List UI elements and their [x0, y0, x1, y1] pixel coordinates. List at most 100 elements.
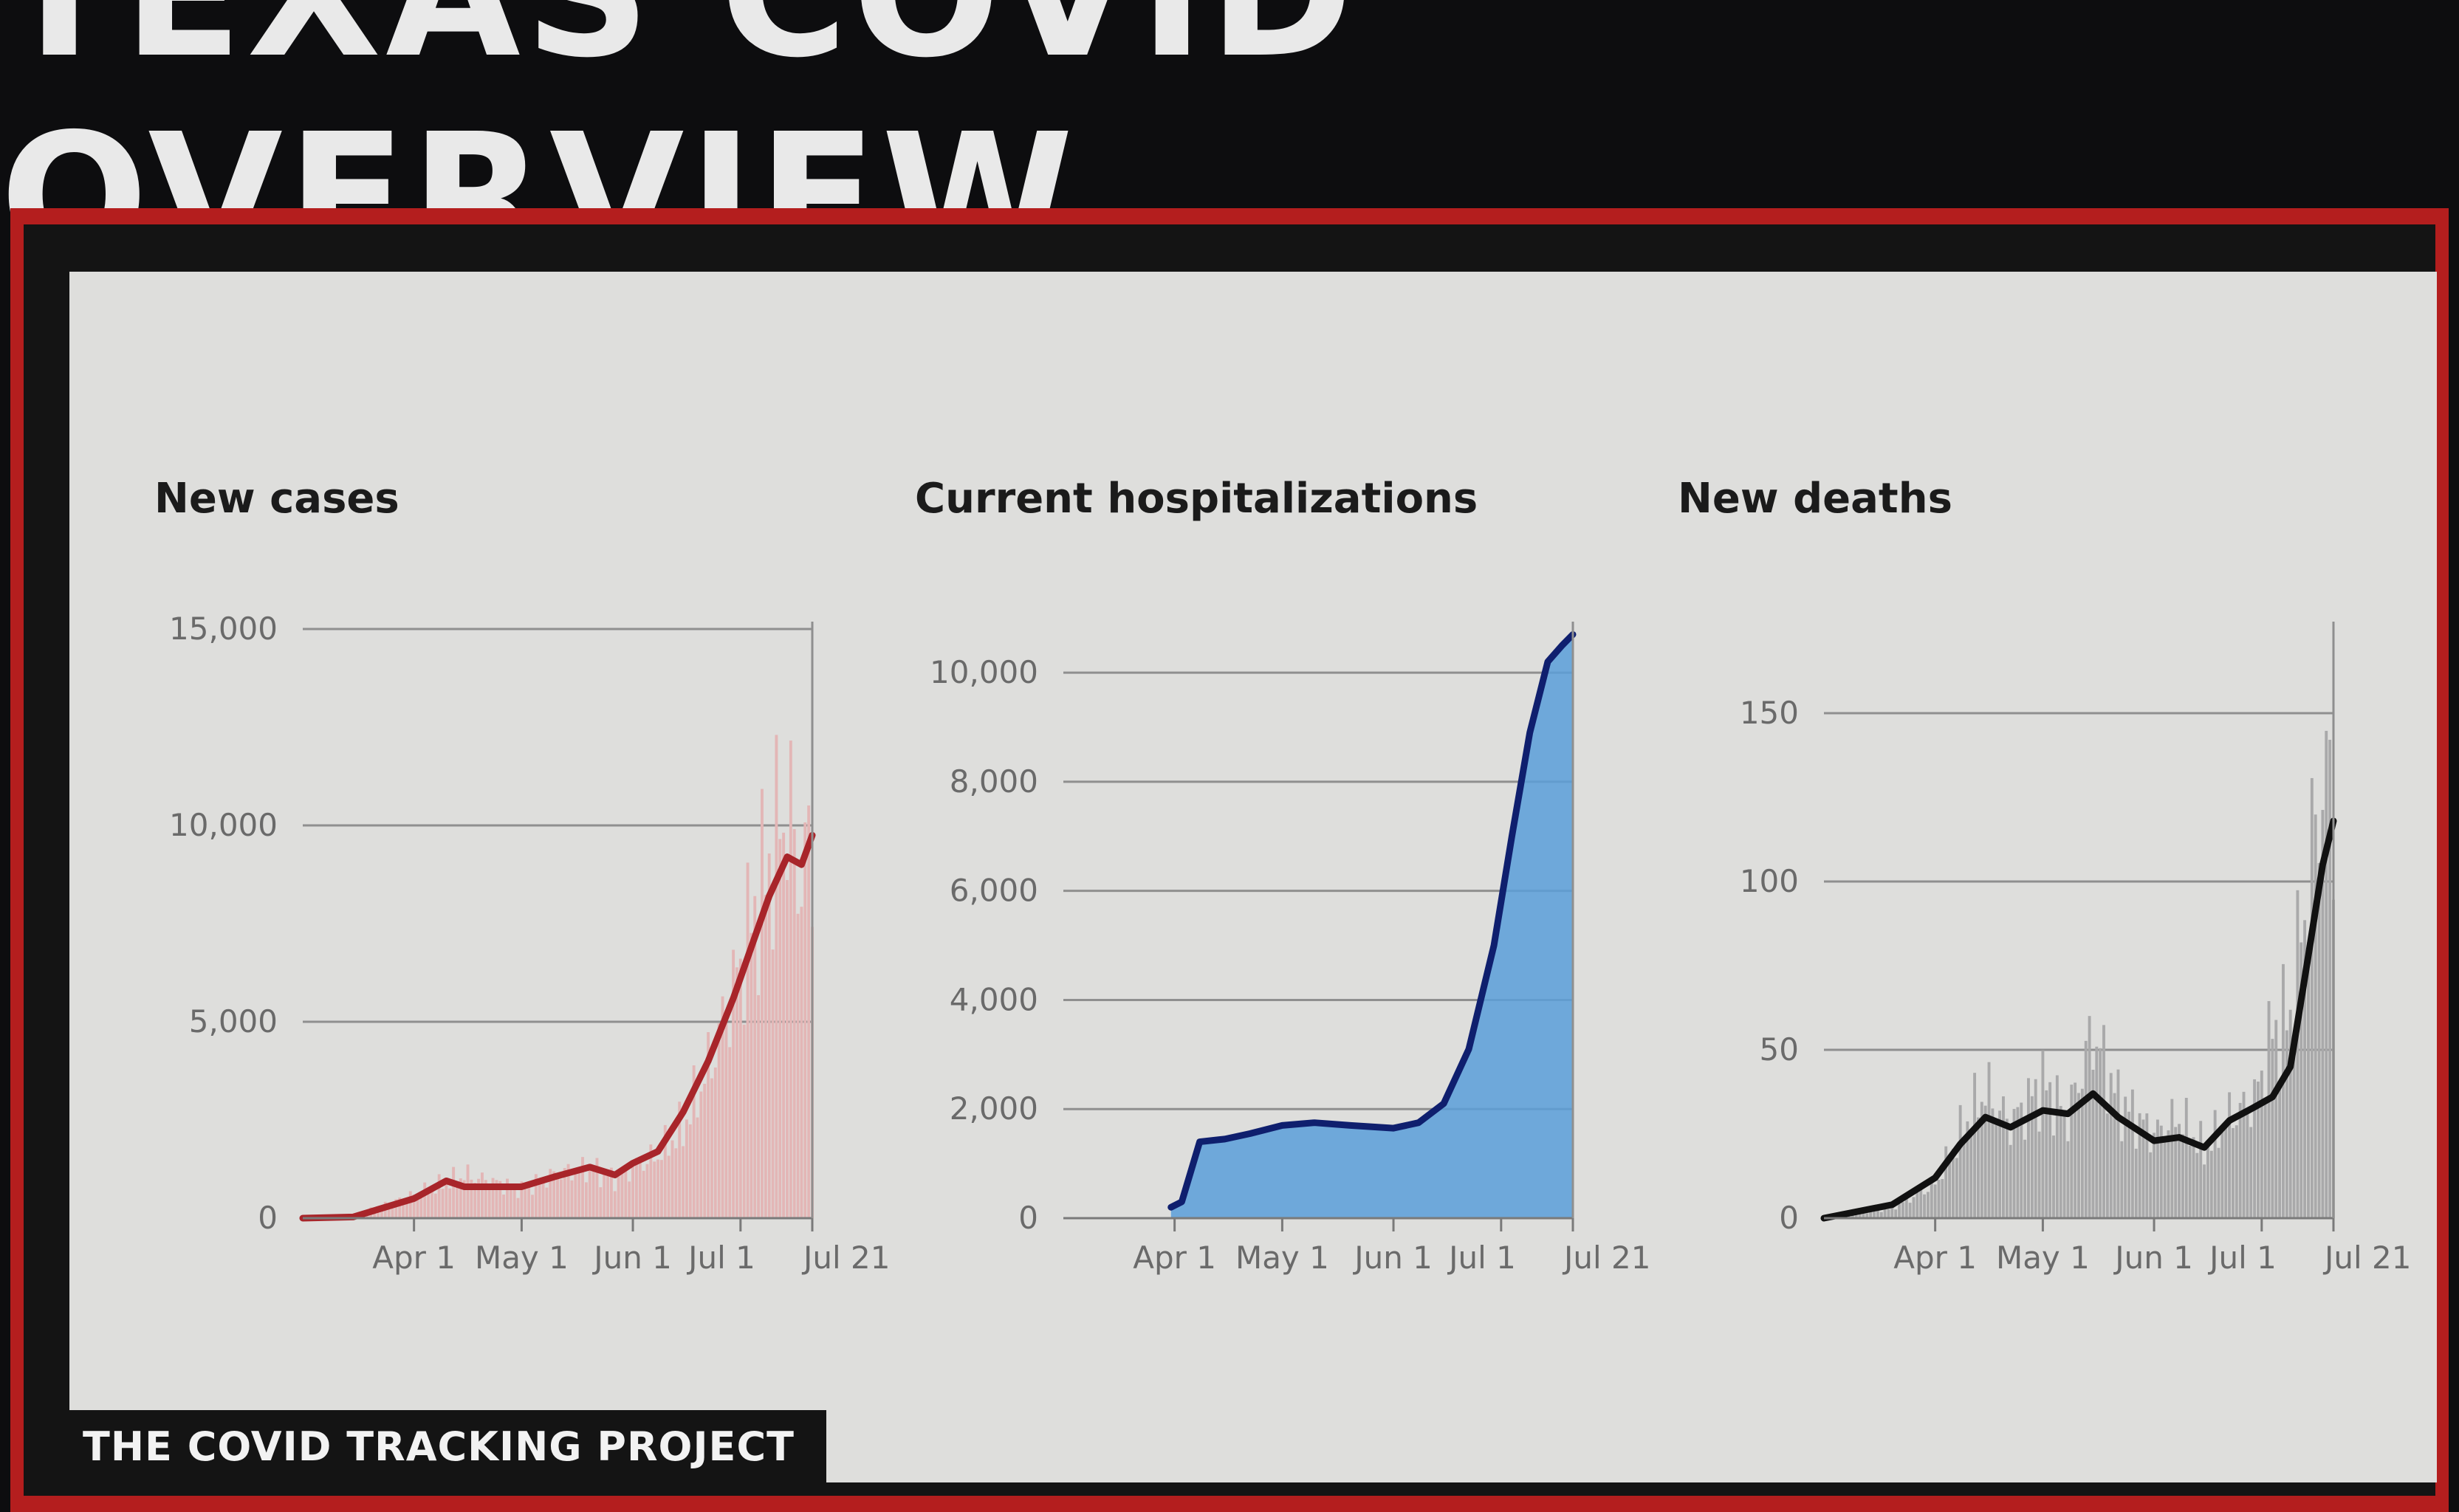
cases-daily-bar — [703, 1083, 707, 1218]
cases-daily-bar — [387, 1206, 391, 1218]
cases-daily-bar — [541, 1178, 545, 1218]
deaths-daily-bar — [1904, 1196, 1908, 1218]
cases-daily-bar — [724, 1023, 728, 1218]
deaths-daily-bar — [1908, 1203, 1912, 1218]
deaths-daily-bar — [1858, 1212, 1862, 1218]
cases-daily-bar — [678, 1102, 682, 1218]
hosp-area — [1170, 634, 1573, 1218]
cases-daily-bar — [412, 1195, 416, 1218]
cases-daily-bar — [495, 1180, 498, 1218]
deaths-daily-bar — [2088, 1016, 2091, 1218]
deaths-daily-bar — [2199, 1121, 2203, 1218]
cases-daily-bar — [394, 1199, 398, 1218]
cases-daily-bar — [398, 1197, 402, 1218]
cases-daily-bar — [430, 1188, 433, 1218]
cases-daily-bar — [682, 1146, 685, 1218]
deaths-daily-bar — [2246, 1110, 2249, 1218]
cases-daily-bar — [638, 1161, 642, 1218]
deaths-daily-bar — [2267, 1000, 2271, 1218]
cases-daily-bar — [667, 1155, 671, 1218]
cases-daily-bar — [692, 1065, 696, 1218]
cases-daily-bar — [452, 1166, 456, 1218]
deaths-daily-bar — [2095, 1046, 2099, 1218]
deaths-daily-bar — [1991, 1108, 1995, 1218]
cases-daily-bar — [757, 994, 761, 1218]
cases-daily-bar — [710, 1078, 713, 1218]
cases-daily-bar — [674, 1148, 678, 1218]
deaths-daily-bar — [2141, 1119, 2145, 1218]
cases-daily-bar — [491, 1178, 495, 1218]
deaths-daily-bar — [2181, 1134, 2184, 1218]
deaths-daily-bar — [2002, 1096, 2005, 1218]
deaths-daily-bar — [2070, 1085, 2074, 1218]
cases-daily-bar — [423, 1182, 427, 1218]
cases-daily-bar — [775, 735, 778, 1218]
cases-daily-bar — [645, 1164, 649, 1218]
deaths-daily-bar — [2052, 1135, 2055, 1218]
cases-daily-bar — [566, 1164, 570, 1218]
deaths-daily-bar — [2048, 1082, 2052, 1218]
hosp-y-tick-label: 2,000 — [950, 1090, 1038, 1127]
deaths-daily-bar — [2314, 814, 2317, 1218]
footer-credit: THE COVID TRACKING PROJECT — [69, 1410, 826, 1482]
cases-daily-bar — [502, 1195, 506, 1218]
cases-daily-bar — [738, 958, 742, 1218]
cases-daily-bar — [408, 1191, 412, 1218]
deaths-y-tick-label: 50 — [1760, 1031, 1799, 1068]
cases-daily-bar — [653, 1161, 656, 1218]
cases-daily-bar — [721, 996, 724, 1218]
deaths-daily-bar — [2016, 1107, 2020, 1218]
deaths-average-line — [1820, 817, 2337, 1222]
new-cases-chart: 0 5,000 10,000 15,000 Apr 1 May 1 Jun 1 Jul 1 Ju… — [169, 611, 890, 1276]
cases-daily-bar — [524, 1187, 527, 1218]
deaths-daily-bar — [2084, 1040, 2088, 1218]
cases-daily-bar — [470, 1179, 473, 1218]
deaths-daily-bar — [2213, 1110, 2217, 1218]
deaths-daily-bar — [2184, 1097, 2188, 1218]
deaths-daily-bar — [2303, 920, 2307, 1218]
deaths-daily-bar — [2037, 1131, 2041, 1218]
cases-daily-bar — [803, 822, 807, 1218]
deaths-daily-bar — [2260, 1071, 2263, 1218]
cases-daily-bar — [778, 839, 782, 1218]
cases-average-line — [299, 831, 816, 1222]
deaths-daily-bar — [2271, 1039, 2274, 1218]
deaths-daily-bar — [2220, 1130, 2224, 1218]
cases-daily-bar — [380, 1206, 383, 1218]
deaths-daily-bar — [2203, 1164, 2206, 1218]
cases-daily-bar — [696, 1117, 699, 1218]
deaths-daily-bar — [2325, 730, 2328, 1218]
deaths-daily-bar — [2209, 1150, 2213, 1218]
deaths-x-tick-label: Jul 1 — [2207, 1240, 2277, 1276]
cases-daily-bar — [506, 1178, 509, 1218]
deaths-daily-bar — [1995, 1118, 1998, 1218]
cases-daily-bar — [631, 1166, 634, 1218]
cases-daily-bar — [584, 1182, 588, 1218]
cases-x-tick-label: Jun 1 — [591, 1240, 672, 1276]
cases-daily-bar — [606, 1175, 609, 1218]
deaths-daily-bar — [2027, 1078, 2030, 1218]
deaths-daily-bar — [2217, 1147, 2220, 1218]
cases-daily-bar — [516, 1197, 520, 1218]
deaths-daily-bar — [2080, 1088, 2084, 1218]
deaths-daily-bar — [1930, 1180, 1933, 1218]
deaths-daily-bar — [2105, 1113, 2109, 1218]
deaths-daily-bar — [2159, 1125, 2163, 1218]
cases-daily-bar — [628, 1181, 631, 1218]
deaths-daily-bar — [2285, 1030, 2288, 1218]
deaths-daily-bar — [1901, 1202, 1904, 1218]
cases-daily-bar — [441, 1189, 445, 1218]
deaths-daily-bar — [2288, 1009, 2292, 1218]
cases-daily-bar — [448, 1188, 452, 1218]
cases-daily-bar — [484, 1180, 487, 1218]
deaths-daily-bar — [1923, 1194, 1926, 1218]
deaths-daily-bar — [2178, 1124, 2181, 1218]
deaths-daily-bar — [2263, 1104, 2267, 1218]
cases-daily-bar — [792, 829, 796, 1218]
cases-daily-bar — [620, 1172, 624, 1218]
deaths-daily-bar — [1987, 1062, 1991, 1218]
cases-daily-bar — [391, 1203, 394, 1218]
deaths-daily-bar — [2030, 1096, 2034, 1218]
cases-daily-bar — [527, 1183, 531, 1218]
cases-daily-bar — [786, 880, 789, 1218]
